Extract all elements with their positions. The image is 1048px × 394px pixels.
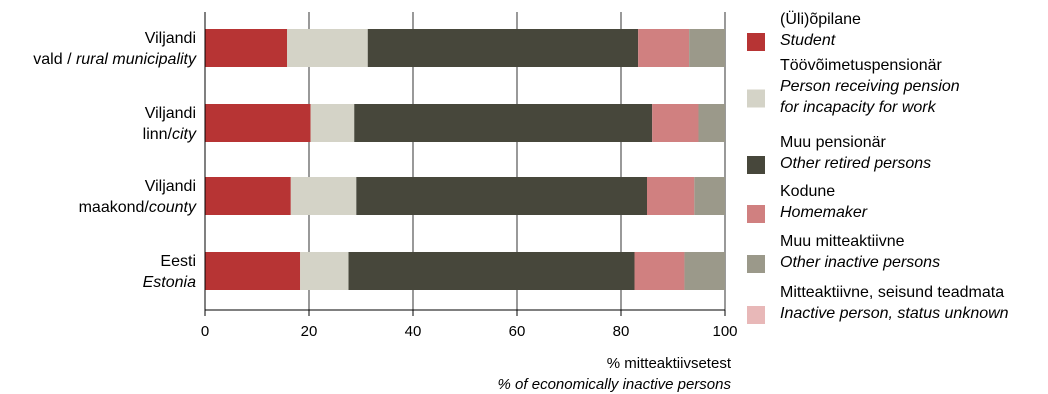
- bar-segment-cat3-series4: [684, 252, 725, 290]
- bar-segment-cat2-series0: [205, 177, 291, 215]
- bar-segment-cat3-series0: [205, 252, 301, 290]
- legend-swatch-0: [747, 33, 765, 51]
- legend: (Üli)õpilane Student Töövõimetuspensionär P…: [747, 10, 1009, 324]
- x-axis-label-english: % of economically inactive persons: [498, 376, 732, 393]
- bar-segment-cat0-series1: [287, 29, 368, 67]
- bar-segment-cat3-series1: [300, 252, 349, 290]
- x-tick-label-20: 20: [301, 323, 318, 340]
- bar-segment-cat0-series0: [205, 29, 288, 67]
- x-tick-labels: 0 20 40 60 80 100: [201, 323, 738, 340]
- bar-segment-cat1-series2: [354, 104, 653, 142]
- bar-segment-cat1-series4: [698, 104, 725, 142]
- category-label-plain: vald /: [33, 51, 76, 68]
- category-label-italic: Estonia: [143, 274, 196, 291]
- bar-segment-cat1-series1: [310, 104, 355, 142]
- category-label-italic: rural municipality: [76, 51, 197, 68]
- legend-swatch-3: [747, 205, 765, 223]
- bar-segment-cat1-series0: [205, 104, 311, 142]
- category-label-line1: Viljandi: [145, 30, 196, 47]
- axes: [204, 12, 726, 316]
- category-label-plain: linn/: [143, 126, 173, 143]
- category-label-italic: county: [149, 199, 197, 216]
- legend-label-5-name: Mitteaktiivne, seisund teadmata: [780, 284, 1004, 301]
- legend-label-4-name: Muu mitteaktiivne: [780, 233, 905, 250]
- legend-swatch-2: [747, 156, 765, 174]
- legend-label-2-name: Muu pensionär: [780, 134, 887, 151]
- bars: [205, 29, 725, 290]
- bar-segment-cat0-series3: [638, 29, 690, 67]
- legend-label-1-name_en2: for incapacity for work: [780, 99, 937, 116]
- bar-segment-cat2-series2: [356, 177, 647, 215]
- x-tick-label-100: 100: [712, 323, 737, 340]
- category-label-italic: city: [172, 126, 197, 143]
- legend-label-2-name_en: Other retired persons: [780, 155, 931, 172]
- legend-label-0-name: (Üli)õpilane: [780, 10, 861, 28]
- legend-label-1-name: Töövõimetuspensionär: [780, 57, 943, 74]
- legend-label-3-name_en: Homemaker: [780, 204, 868, 221]
- legend-label-3-name: Kodune: [780, 183, 835, 200]
- category-label-line1: Eesti: [160, 253, 196, 270]
- bar-segment-cat0-series2: [367, 29, 639, 67]
- category-label-line2: linn/city: [143, 126, 197, 143]
- legend-label-1-name_en: Person receiving pension: [780, 78, 960, 95]
- category-label-line2: maakond/county: [79, 199, 197, 216]
- legend-swatch-1: [747, 89, 765, 108]
- bar-segment-cat2-series3: [647, 177, 695, 215]
- category-labels: Viljandi vald / rural municipality Viljand…: [33, 30, 197, 291]
- x-tick-label-80: 80: [613, 323, 630, 340]
- bar-segment-cat3-series2: [348, 252, 635, 290]
- bar-segment-cat3-series3: [634, 252, 685, 290]
- bar-segment-cat0-series4: [689, 29, 725, 67]
- category-label-plain: maakond/: [79, 199, 150, 216]
- x-tick-label-40: 40: [405, 323, 422, 340]
- legend-label-4-name_en: Other inactive persons: [780, 254, 940, 271]
- bar-segment-cat2-series4: [694, 177, 725, 215]
- legend-label-0-name_en: Student: [780, 32, 836, 49]
- x-tick-label-0: 0: [201, 323, 209, 340]
- category-label-line1: Viljandi: [145, 105, 196, 122]
- category-label-line2: vald / rural municipality: [33, 51, 197, 68]
- category-label-line2: Estonia: [143, 274, 196, 291]
- bar-segment-cat1-series3: [652, 104, 699, 142]
- legend-label-5-name_en: Inactive person, status unknown: [780, 305, 1009, 322]
- legend-swatch-5: [747, 306, 765, 324]
- bar-segment-cat2-series1: [290, 177, 357, 215]
- x-tick-label-60: 60: [509, 323, 526, 340]
- x-axis-label: % mitteaktiivsetest: [607, 355, 732, 372]
- category-label-line1: Viljandi: [145, 178, 196, 195]
- legend-swatch-4: [747, 255, 765, 273]
